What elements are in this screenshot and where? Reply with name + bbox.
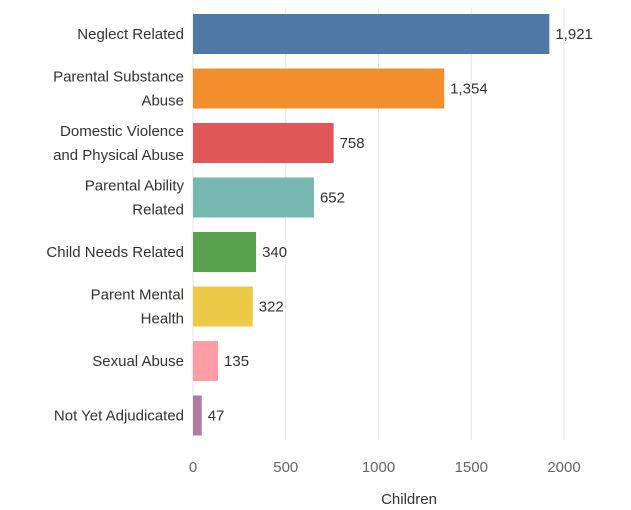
category-label: Neglect Related [77, 26, 184, 43]
x-tick-layer: 0 500 1000 1500 2000 [189, 459, 581, 476]
x-tick-label: 1500 [455, 459, 488, 476]
data-label: 47 [208, 408, 225, 425]
x-tick-label: 2000 [547, 459, 580, 476]
bar [193, 232, 257, 272]
bar [193, 123, 334, 163]
category-label: Parent Mental [91, 287, 184, 304]
data-label: 135 [224, 353, 249, 370]
bar [193, 286, 253, 327]
bar-layer [193, 14, 550, 436]
bar [193, 68, 445, 109]
category-label: Abuse [141, 93, 184, 110]
x-tick-label: 0 [189, 459, 197, 476]
category-label: Sexual Abuse [92, 353, 184, 370]
category-label: Health [141, 311, 184, 328]
x-tick-label: 500 [273, 459, 298, 476]
category-label: Related [132, 202, 184, 219]
data-label: 322 [259, 299, 284, 316]
data-label: 1,354 [450, 81, 488, 98]
data-label: 340 [262, 244, 287, 261]
data-label: 758 [340, 135, 365, 152]
category-label: Parental Ability [85, 178, 185, 195]
category-label: Not Yet Adjudicated [54, 408, 184, 425]
category-label-layer: Neglect Related Parental Substance Abuse Do… [46, 26, 184, 425]
data-label: 1,921 [555, 26, 593, 43]
value-label-layer: 1,921 1,354 758 652 340 322 135 47 [208, 26, 593, 425]
category-label: and Physical Abuse [53, 147, 184, 164]
bar [193, 14, 550, 54]
bar [193, 341, 219, 381]
x-axis-title: Children [381, 491, 437, 508]
category-label: Parental Substance [53, 69, 184, 86]
x-tick-label: 1000 [362, 459, 395, 476]
category-label: Domestic Violence [60, 123, 184, 140]
category-label: Child Needs Related [46, 244, 184, 261]
bar [193, 177, 314, 218]
bar [193, 395, 202, 436]
data-label: 652 [320, 190, 345, 207]
